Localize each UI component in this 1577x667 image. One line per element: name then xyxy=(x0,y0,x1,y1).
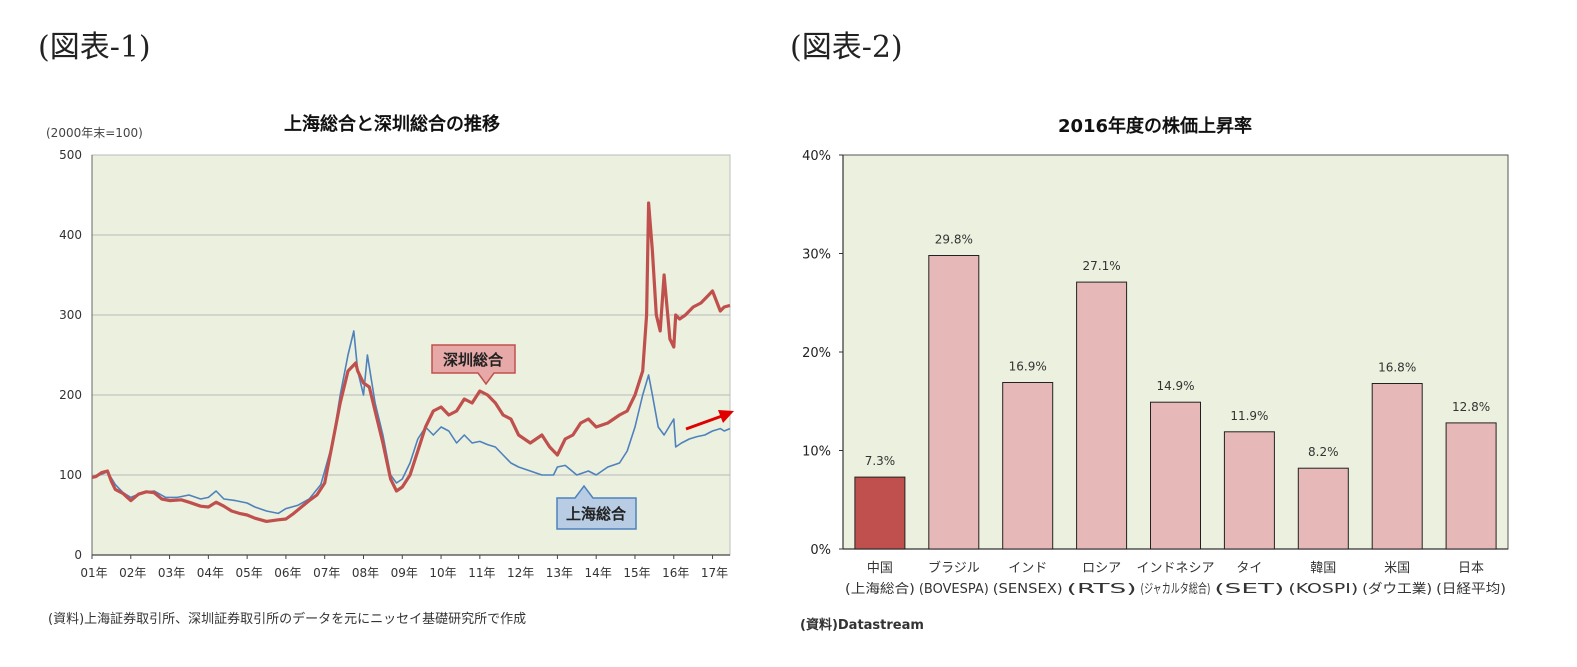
chart2-y-tick-label: 0% xyxy=(810,543,831,558)
bar-sublabel: (日経平均) xyxy=(1436,582,1506,597)
chart2-source-note: (資料)Datastream xyxy=(800,618,924,633)
chart1-y-tick-label: 0 xyxy=(74,548,82,562)
shenzhen-callout: 深圳総合 xyxy=(431,344,516,386)
bar-sublabel: (上海総合) xyxy=(845,582,915,597)
chart1-x-tick-label: 14年 xyxy=(585,566,612,580)
bar-chart: 2016年度の株価上昇率 0% 10% 20% 30% 40% 7.3% 中国 (上海総合)… xyxy=(802,115,1509,597)
chart1-x-tick-label: 16年 xyxy=(662,566,689,580)
bar-category-label: 日本 xyxy=(1458,561,1484,576)
chart1-y-axis: 0 100 200 300 400 500 xyxy=(59,148,93,562)
chart1-source-note: (資料)上海証券取引所、深圳証券取引所のデータを元にニッセイ基礎研究所で作成 xyxy=(48,612,527,627)
bar-value-label: 7.3% xyxy=(865,454,896,468)
bar-category-label: 中国 xyxy=(867,561,893,576)
bar-value-label: 27.1% xyxy=(1083,259,1121,273)
bar-category-label: 韓国 xyxy=(1310,561,1336,576)
chart1-x-tick-label: 05年 xyxy=(235,566,262,580)
bar-sublabel: (SET) xyxy=(1214,582,1284,597)
chart1-x-tick-label: 09年 xyxy=(391,566,418,580)
bar-sublabel: (ジャカルタ総合) xyxy=(1141,582,1211,597)
bar-value-label: 16.8% xyxy=(1378,361,1416,375)
chart1-y-tick-label: 400 xyxy=(59,228,82,242)
chart1-x-tick-label: 13年 xyxy=(546,566,573,580)
bar xyxy=(1445,422,1497,550)
line-chart: 上海総合と深圳総合の推移 (2000年末=100) 0 100 200 300 400 5… xyxy=(46,113,734,580)
chart1-x-tick-label: 15年 xyxy=(623,566,650,580)
bar xyxy=(928,255,980,550)
bar xyxy=(1297,467,1349,550)
bar xyxy=(1371,383,1423,550)
bar xyxy=(1076,281,1128,550)
trend-arrow-icon xyxy=(685,410,734,431)
chart2-bars: 7.3% 中国 (上海総合) 29.8% ブラジル (BOVESPA) 16.9% インド (S… xyxy=(845,232,1506,597)
chart1-y-tick-label: 200 xyxy=(59,388,82,402)
chart1-x-tick-label: 03年 xyxy=(158,566,185,580)
figure-1-label: (図表-1) xyxy=(38,30,151,65)
bar-value-label: 29.8% xyxy=(935,232,973,246)
chart1-y-tick-label: 100 xyxy=(59,468,82,482)
bar-category-label: インド xyxy=(1008,561,1047,576)
chart2-y-tick-label: 20% xyxy=(802,346,831,361)
chart1-y-tick-label: 500 xyxy=(59,148,82,162)
chart1-x-axis: 01年 02年 03年 04年 05年 06年 07年 08年 09年 10年 11年 12年 13年 1… xyxy=(80,554,730,580)
bar-category-label: 米国 xyxy=(1384,561,1410,576)
chart1-x-tick-label: 07年 xyxy=(313,566,340,580)
bar-category-label: ロシア xyxy=(1082,561,1121,576)
shanghai-callout-label: 上海総合 xyxy=(566,505,627,523)
chart2-y-tick-label: 10% xyxy=(802,445,831,460)
bar-sublabel: (RTS) xyxy=(1067,582,1137,597)
bar-category-label: ブラジル xyxy=(928,560,980,576)
chart2-y-tick-label: 40% xyxy=(802,149,831,164)
chart1-plot-area xyxy=(91,154,731,556)
bar-value-label: 16.9% xyxy=(1009,360,1047,374)
chart1-x-tick-label: 08年 xyxy=(352,566,379,580)
bar-value-label: 8.2% xyxy=(1308,445,1339,459)
shanghai-callout: 上海総合 xyxy=(556,484,637,530)
chart1-x-tick-label: 04年 xyxy=(197,566,224,580)
bar-sublabel: (BOVESPA) xyxy=(919,582,989,597)
bar-sublabel: (SENSEX) xyxy=(993,582,1063,597)
bar xyxy=(854,476,906,550)
chart1-title: 上海総合と深圳総合の推移 xyxy=(284,113,500,135)
bar-value-label: 12.8% xyxy=(1452,400,1490,414)
chart1-unit-note: (2000年末=100) xyxy=(46,126,143,140)
bar-value-label: 14.9% xyxy=(1156,379,1194,393)
chart1-x-tick-label: 01年 xyxy=(80,566,107,580)
chart1-y-tick-label: 300 xyxy=(59,308,82,322)
figure-2-label: (図表-2) xyxy=(790,30,903,65)
chart1-x-tick-label: 11年 xyxy=(468,566,495,580)
bar xyxy=(1223,431,1275,550)
shenzhen-series-line xyxy=(91,201,731,524)
shenzhen-callout-label: 深圳総合 xyxy=(443,351,504,369)
bar xyxy=(1150,401,1201,550)
bar-sublabel: (ダウ工業) xyxy=(1362,581,1432,597)
bar-category-label: インドネシア xyxy=(1136,561,1214,576)
chart1-x-tick-label: 17年 xyxy=(701,566,728,580)
bar-sublabel: (KOSPI) xyxy=(1288,582,1358,597)
chart2-y-tick-label: 30% xyxy=(802,248,831,263)
chart1-x-tick-label: 12年 xyxy=(507,566,534,580)
chart1-x-tick-label: 06年 xyxy=(274,566,301,580)
chart1-series xyxy=(91,201,731,524)
chart1-x-tick-label: 02年 xyxy=(119,566,146,580)
bar-value-label: 11.9% xyxy=(1230,409,1268,423)
chart2-title: 2016年度の株価上昇率 xyxy=(1058,115,1252,137)
chart1-x-tick-label: 10年 xyxy=(429,566,456,580)
chart1-gridlines xyxy=(92,154,730,476)
bar-category-label: タイ xyxy=(1236,561,1262,576)
bar xyxy=(1002,382,1054,550)
